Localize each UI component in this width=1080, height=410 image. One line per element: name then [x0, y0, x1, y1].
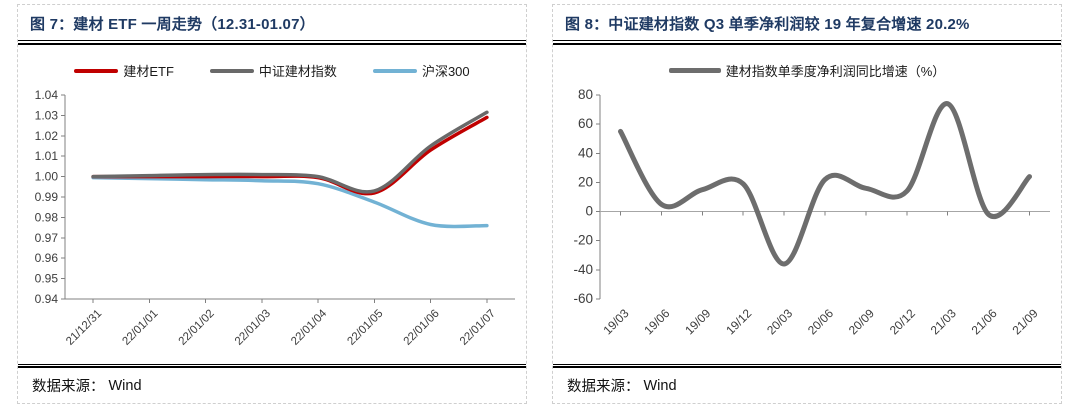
- x-tick-label: 19/03: [600, 306, 631, 337]
- y-tick-label: 0.96: [35, 251, 59, 265]
- y-tick-label: 1.00: [35, 169, 59, 183]
- profit-growth-line-chart: -60 -40 -20 0 20 40 60 80 19/03 19/06 19/09 19/12 20…: [573, 87, 1050, 337]
- legend-item: 沪深300: [372, 61, 470, 80]
- y-tick-label: -20: [573, 232, 593, 247]
- y-tick-label: 0.94: [35, 292, 59, 306]
- figure-8-source: 数据来源： Wind: [553, 368, 1061, 403]
- source-label: 数据来源：: [567, 379, 640, 396]
- figure-8-plot: -60 -40 -20 0 20 40 60 80 19/03 19/06 19/09 19/12 20…: [554, 87, 1060, 364]
- figure-7-plot: 0.94 0.95 0.96 0.97 0.98 0.99 1.00 1.01 1.02 1.03…: [19, 87, 525, 364]
- x-tick-label: 21/06: [969, 306, 1000, 337]
- source-label: 数据来源：: [32, 379, 105, 396]
- series-line-2: [91, 175, 489, 228]
- figure-8-title: 图 8：中证建材指数 Q3 单季净利润较 19 年复合增速 20.2%: [565, 16, 970, 33]
- x-tick-label: 22/01/05: [345, 307, 385, 347]
- legend-item: 中证建材指数: [209, 61, 337, 80]
- x-tick-label: 21/12/31: [64, 307, 104, 347]
- y-tick-label: 20: [578, 174, 593, 189]
- figure-8-legend: 建材指数单季度净利润同比增速（%）: [668, 57, 946, 85]
- figure-7-legend: 建材ETF 中证建材指数 沪深300: [74, 57, 470, 85]
- legend-line-swatch: [668, 68, 721, 74]
- y-tick-label: 60: [578, 116, 593, 131]
- x-tick-label: 22/01/01: [120, 307, 160, 347]
- legend-label: 中证建材指数: [258, 64, 337, 80]
- y-tick-label: 0.95: [35, 271, 59, 285]
- source-value: Wind: [643, 377, 677, 394]
- figure-7-source: 数据来源： Wind: [18, 368, 526, 403]
- y-tick-label: 1.02: [35, 128, 59, 142]
- y-tick-label: -40: [573, 262, 593, 277]
- y-tick-label: 1.04: [35, 88, 59, 102]
- figure-8-chart-area: 建材指数单季度净利润同比增速（%） -60 -40 -20 0 20 40 60 80 19/0…: [553, 45, 1061, 364]
- y-tick-label: -60: [573, 291, 593, 306]
- y-tick-label: 0.99: [35, 190, 59, 204]
- x-tick-label: 20/03: [764, 306, 795, 337]
- series-line-1: [91, 110, 489, 194]
- x-tick-label: 20/09: [846, 306, 877, 337]
- x-tick-label: 21/09: [1010, 306, 1041, 337]
- legend-label: 建材指数单季度净利润同比增速（%）: [725, 64, 946, 80]
- x-tick-label: 20/06: [805, 306, 836, 337]
- series-line-0: [618, 100, 1032, 267]
- y-tick-label: 80: [578, 87, 593, 102]
- legend-label: 建材ETF: [123, 64, 174, 80]
- figure-8-panel: 图 8：中证建材指数 Q3 单季净利润较 19 年复合增速 20.2% 建材指数…: [552, 4, 1062, 404]
- x-tick-label: 19/12: [723, 306, 754, 337]
- y-tick-label: 1.03: [35, 108, 59, 122]
- legend-item: 建材指数单季度净利润同比增速（%）: [668, 61, 946, 80]
- title-separator: [553, 40, 1061, 45]
- legend-line-swatch: [74, 68, 119, 73]
- y-tick-label: 40: [578, 145, 593, 160]
- x-tick-label: 20/12: [887, 306, 918, 337]
- legend-line-swatch: [209, 68, 254, 73]
- x-tick-label: 19/09: [682, 306, 713, 337]
- x-tick-label: 19/06: [641, 306, 672, 337]
- x-tick-label: 22/01/07: [458, 307, 498, 347]
- y-tick-label: 1.01: [35, 149, 59, 163]
- title-separator: [18, 40, 526, 45]
- x-tick-label: 22/01/06: [402, 307, 442, 347]
- footer-separator: [553, 363, 1061, 369]
- figure-7-title: 图 7：建材 ETF 一周走势（12.31-01.07）: [30, 16, 315, 33]
- x-tick-label: 22/01/04: [289, 307, 330, 348]
- y-tick-label: 0: [585, 203, 593, 218]
- legend-label: 沪深300: [421, 64, 470, 80]
- y-tick-label: 0.97: [35, 230, 59, 244]
- etf-line-chart: 0.94 0.95 0.96 0.97 0.98 0.99 1.00 1.01 1.02 1.03…: [35, 88, 515, 348]
- figure-7-chart-area: 建材ETF 中证建材指数 沪深300 0.94 0.95 0.96 0.97 0.98 0.9…: [18, 45, 526, 364]
- source-value: Wind: [108, 377, 142, 394]
- x-tick-label: 22/01/02: [177, 307, 217, 347]
- footer-separator: [18, 363, 526, 369]
- x-tick-label: 22/01/03: [233, 307, 273, 347]
- x-tick-label: 21/03: [928, 306, 959, 337]
- y-tick-label: 0.98: [35, 210, 59, 224]
- legend-line-swatch: [372, 68, 417, 73]
- figure-7-panel: 图 7：建材 ETF 一周走势（12.31-01.07） 建材ETF 中证建材指数…: [17, 4, 527, 404]
- legend-item: 建材ETF: [74, 61, 174, 80]
